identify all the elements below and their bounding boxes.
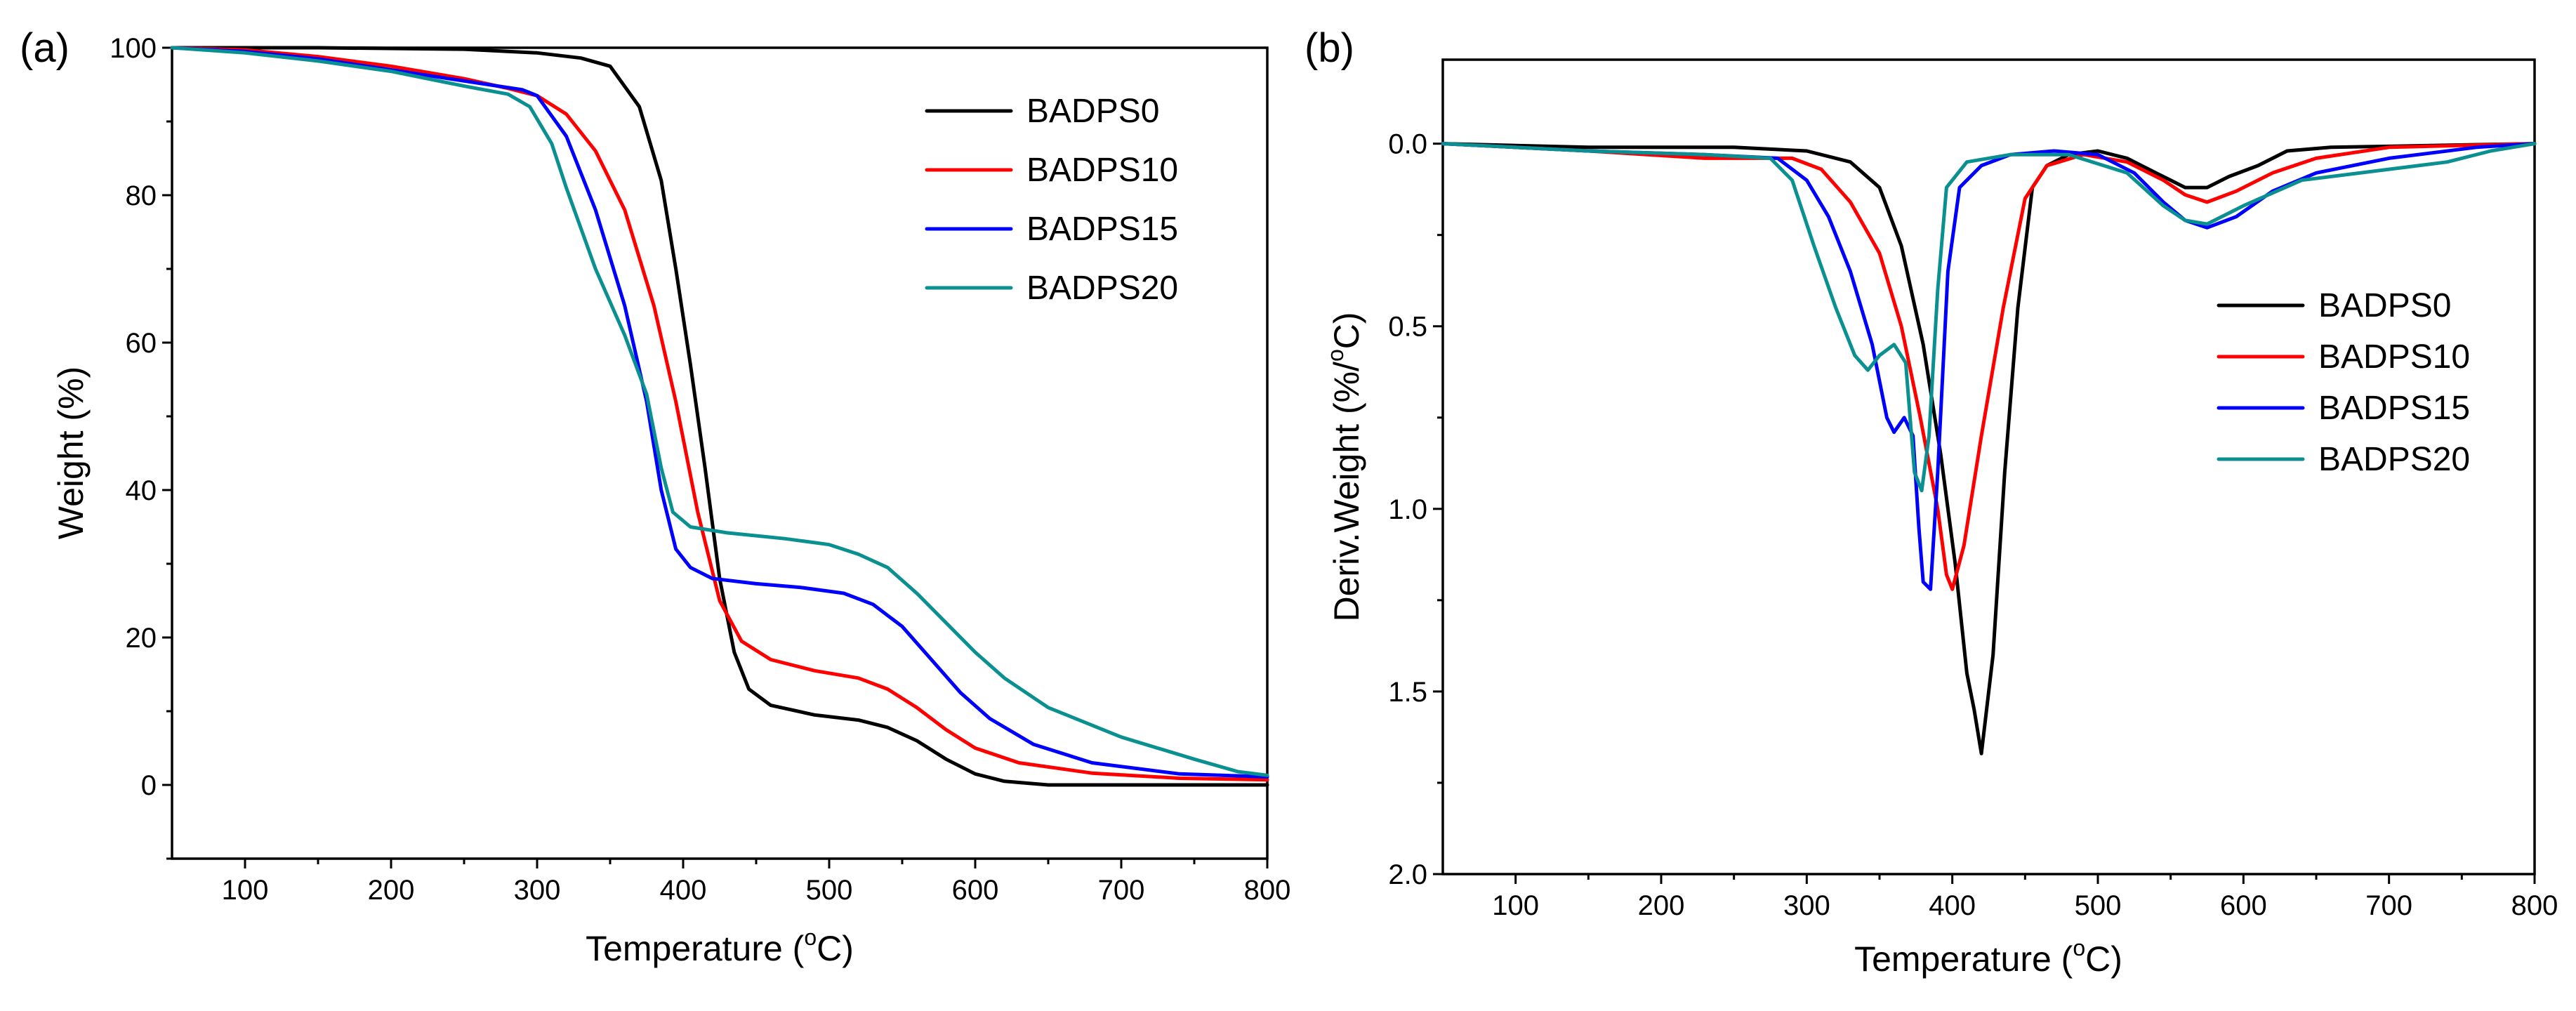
- panel-a-plot-frame: [171, 46, 1269, 860]
- panel-a-weight-chart: (a) 0 20 40 60 80 100 100 200 300 400 500 600 700 80…: [20, 25, 1290, 968]
- x-tick-label: 600: [2220, 890, 2267, 921]
- x-tick-label: 200: [368, 875, 415, 906]
- series-line-badps15: [1441, 142, 2537, 591]
- y-tick-label: 0.5: [1388, 312, 1427, 343]
- series-line-badps20: [170, 46, 1269, 777]
- legend-label: BADPS20: [1026, 270, 1178, 307]
- legend-label: BADPS15: [1026, 211, 1178, 248]
- panel-b-legend: BADPS0 BADPS10 BADPS15 BADPS20: [2217, 287, 2470, 478]
- x-tick-label: 800: [1244, 875, 1291, 906]
- legend-label: BADPS10: [1026, 152, 1178, 189]
- y-tick-label: 1.0: [1388, 494, 1427, 525]
- x-tick-label: 200: [1638, 890, 1685, 921]
- panel-a-label: (a): [20, 25, 70, 71]
- x-tick-label: 500: [2075, 890, 2122, 921]
- y-tick-label: 40: [126, 475, 157, 506]
- x-tick-label: 300: [514, 875, 561, 906]
- series-line-badps0: [1441, 142, 2537, 755]
- x-tick-label: 700: [2365, 890, 2412, 921]
- y-tick-label: 60: [126, 328, 157, 359]
- y-tick-label: 80: [126, 180, 157, 211]
- y-tick-label: 100: [110, 33, 157, 64]
- legend-label: BADPS20: [2318, 441, 2470, 478]
- series-line-badps10: [1441, 142, 2537, 591]
- panel-b-x-axis-title: Temperature (oC): [1854, 935, 2122, 979]
- x-tick-label: 800: [2511, 890, 2558, 921]
- panel-b-label: (b): [1304, 25, 1354, 71]
- x-tick-label: 100: [1492, 890, 1539, 921]
- panel-a-x-axis-title: Temperature (oC): [586, 925, 854, 968]
- x-tick-label: 400: [660, 875, 707, 906]
- panel-b-y-axis-title: Deriv.Weight (%/oC): [1323, 312, 1366, 621]
- series-line-badps20: [1441, 142, 2537, 493]
- panel-b-plot-frame: [1441, 58, 2536, 875]
- panel-b-y-ticks: 0.0 0.5 1.0 1.5 2.0: [1388, 129, 1443, 890]
- panel-a-series-lines: [170, 46, 1269, 787]
- x-tick-label: 100: [222, 875, 269, 906]
- y-tick-label: 2.0: [1388, 859, 1427, 890]
- panel-b-series-lines: [1441, 142, 2537, 755]
- legend-label: BADPS10: [2318, 338, 2470, 376]
- panel-a-legend: BADPS0 BADPS10 BADPS15 BADPS20: [925, 93, 1178, 307]
- panel-b-x-ticks: 100 200 300 400 500 600 700 800: [1492, 874, 2558, 921]
- legend-label: BADPS0: [1026, 93, 1159, 130]
- panel-a-x-ticks: 100 200 300 400 500 600 700 800: [222, 859, 1291, 906]
- panel-a-y-axis-title: Weight (%): [51, 366, 91, 539]
- panel-a-y-ticks: 0 20 40 60 80 100: [110, 33, 172, 860]
- x-tick-label: 700: [1098, 875, 1145, 906]
- x-tick-label: 300: [1783, 890, 1830, 921]
- x-tick-label: 500: [806, 875, 853, 906]
- legend-label: BADPS15: [2318, 390, 2470, 427]
- x-tick-label: 400: [1929, 890, 1976, 921]
- panel-b-derivative-chart: (b) 0.0 0.5 1.0 1.5 2.0 100 200 300 400 500 600 70…: [1304, 25, 2558, 979]
- y-tick-label: 20: [126, 623, 157, 654]
- y-tick-label: 0: [141, 770, 157, 801]
- legend-label: BADPS0: [2318, 287, 2451, 324]
- y-tick-label: 1.5: [1388, 677, 1427, 708]
- series-line-badps15: [170, 46, 1269, 779]
- x-tick-label: 600: [952, 875, 999, 906]
- y-tick-label: 0.0: [1388, 129, 1427, 160]
